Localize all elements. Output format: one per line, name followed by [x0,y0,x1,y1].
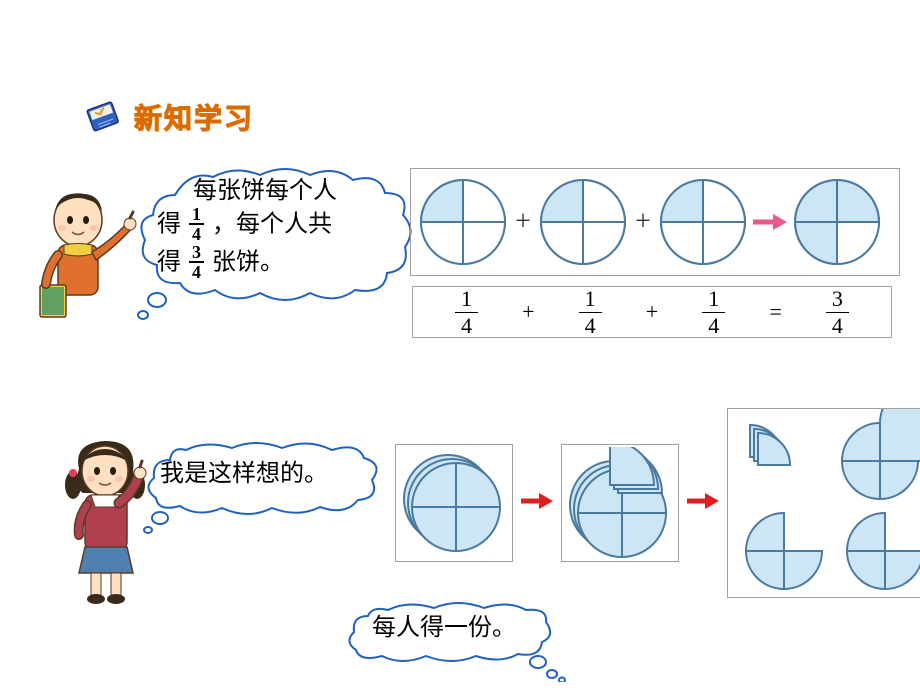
diagram-addition: + + [410,168,900,338]
section-header: 新知学习 [82,95,254,139]
stack-box-2 [561,444,679,562]
bubble3-text: 每人得一份。 [372,612,562,644]
stack-box-1 [395,444,513,562]
bubble2-text: 我是这样想的。 [160,458,380,490]
book-icon [82,95,126,139]
header-title: 新知学习 [134,97,254,137]
speech-bubble-2: 我是这样想的。 [140,440,390,510]
plus-sign: + [633,206,653,238]
circle-q2 [537,176,629,268]
arrow-right-icon [687,492,719,515]
circle-q3 [657,176,749,268]
arrow-right-icon [521,492,553,515]
bubble1-text: 每张饼每个人 得 14 ，每个人共 得 34 张饼。 [157,175,407,283]
diagram-split [395,408,905,598]
speech-bubble-1: 每张饼每个人 得 14 ，每个人共 得 34 张饼。 [135,165,415,295]
speech-bubble-3: 每人得一份。 [340,600,570,660]
boy-character [30,190,140,345]
circle-q1 [417,176,509,268]
arrow-right-icon [753,212,787,232]
circle-result [791,176,883,268]
equation-row: 14 + 14 + 14 = 34 [412,286,892,338]
result-box [727,408,920,598]
plus-sign: + [513,206,533,238]
circle-row: + + [410,168,900,276]
